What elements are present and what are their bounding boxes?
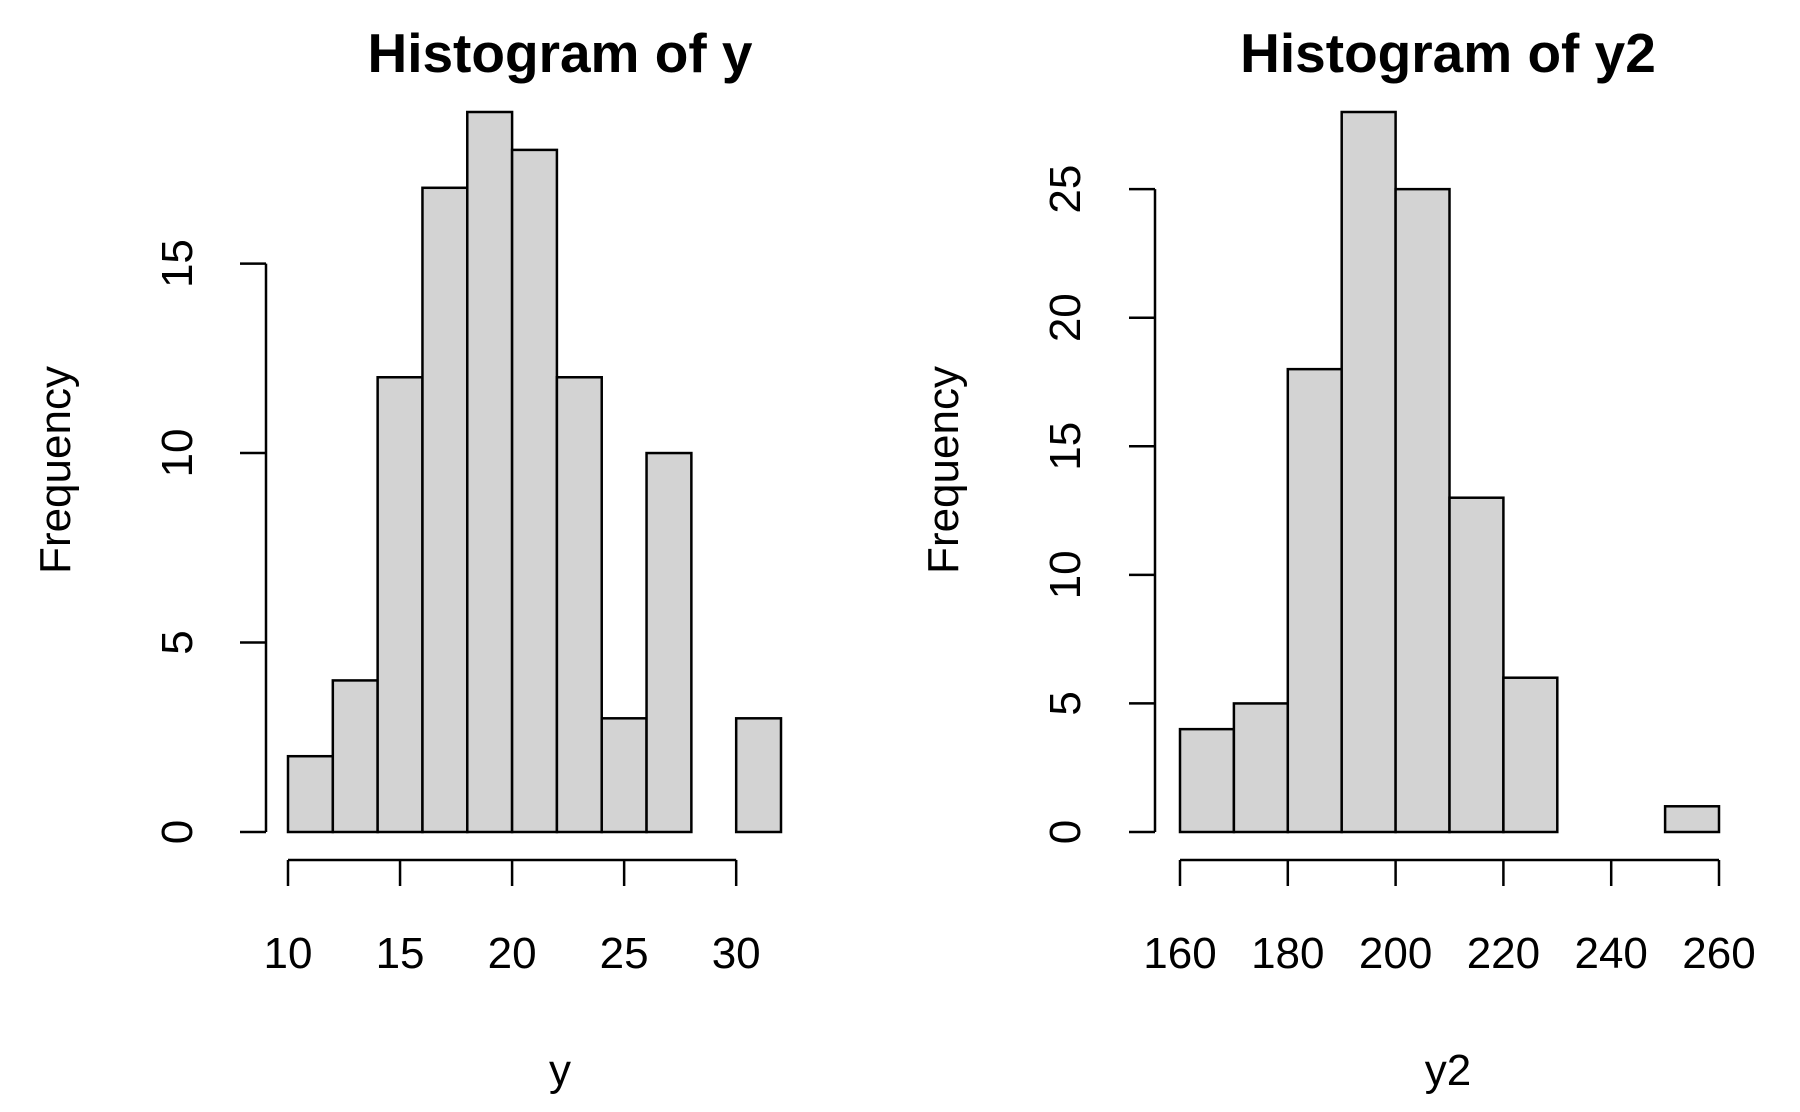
histogram-bar bbox=[1340, 110, 1397, 834]
histogram-panel-y2: Histogram of y2 y2 Frequency 0510152025 … bbox=[919, 22, 1756, 1095]
histogram-panel-y: Histogram of y y Frequency 0 5 10 15 10 15 20… bbox=[31, 22, 783, 1095]
histogram-bar bbox=[376, 376, 424, 834]
histogram-bar bbox=[1286, 367, 1343, 834]
y-axis-label: Frequency bbox=[919, 366, 968, 574]
histogram-bar bbox=[466, 110, 514, 834]
x-axis: 160 180 200 220 240 260 bbox=[1143, 858, 1756, 978]
histogram-bar bbox=[734, 717, 783, 834]
y-tick-label: 15 bbox=[153, 239, 202, 288]
x-axis: 10 15 20 25 30 bbox=[264, 858, 761, 978]
x-tick-label: 160 bbox=[1143, 929, 1216, 978]
x-tick-label: 200 bbox=[1359, 929, 1432, 978]
histogram-bar bbox=[1232, 702, 1290, 834]
x-axis-label: y bbox=[549, 1046, 571, 1095]
histogram-bar bbox=[1394, 187, 1451, 834]
bars bbox=[1178, 110, 1721, 834]
y-tick-label: 10 bbox=[1041, 550, 1090, 599]
histogram-bar bbox=[1178, 727, 1236, 834]
y-tick-label: 0 bbox=[153, 820, 202, 844]
x-tick-label: 180 bbox=[1251, 929, 1324, 978]
histogram-bar bbox=[421, 186, 469, 834]
y-axis-label: Frequency bbox=[31, 366, 80, 574]
y-tick-label: 10 bbox=[153, 429, 202, 478]
histogram-bar bbox=[286, 754, 335, 834]
x-tick-label: 15 bbox=[376, 929, 425, 978]
x-tick-label: 30 bbox=[712, 929, 761, 978]
histogram-bar bbox=[1502, 676, 1559, 834]
y-axis: 0 5 10 15 20 25 bbox=[1041, 165, 1157, 844]
y-tick-label: 15 bbox=[1041, 422, 1090, 471]
histogram-bar bbox=[645, 451, 693, 834]
x-axis-label: y2 bbox=[1425, 1046, 1471, 1095]
histogram-bar bbox=[1663, 805, 1721, 834]
x-tick-label: 240 bbox=[1574, 929, 1647, 978]
histogram-bar bbox=[555, 376, 603, 834]
histogram-bar bbox=[510, 148, 559, 834]
y-tick-label: 0 bbox=[1041, 820, 1090, 844]
x-tick-label: 20 bbox=[488, 929, 537, 978]
histogram-bar bbox=[600, 717, 648, 834]
y-tick-label: 5 bbox=[153, 630, 202, 654]
chart-title: Histogram of y2 bbox=[1240, 22, 1656, 84]
y-tick-label: 5 bbox=[1041, 691, 1090, 715]
x-tick-label: 25 bbox=[600, 929, 649, 978]
x-tick-label: 260 bbox=[1682, 929, 1755, 978]
y-axis: 0 5 10 15 bbox=[153, 239, 268, 844]
y-tick-label: 20 bbox=[1041, 293, 1090, 342]
bars bbox=[286, 110, 783, 834]
histogram-bar bbox=[331, 679, 379, 834]
x-tick-label: 220 bbox=[1467, 929, 1540, 978]
y-tick-label: 25 bbox=[1041, 165, 1090, 214]
histogram-bar bbox=[1448, 496, 1505, 834]
x-tick-label: 10 bbox=[264, 929, 313, 978]
chart-title: Histogram of y bbox=[367, 22, 752, 84]
